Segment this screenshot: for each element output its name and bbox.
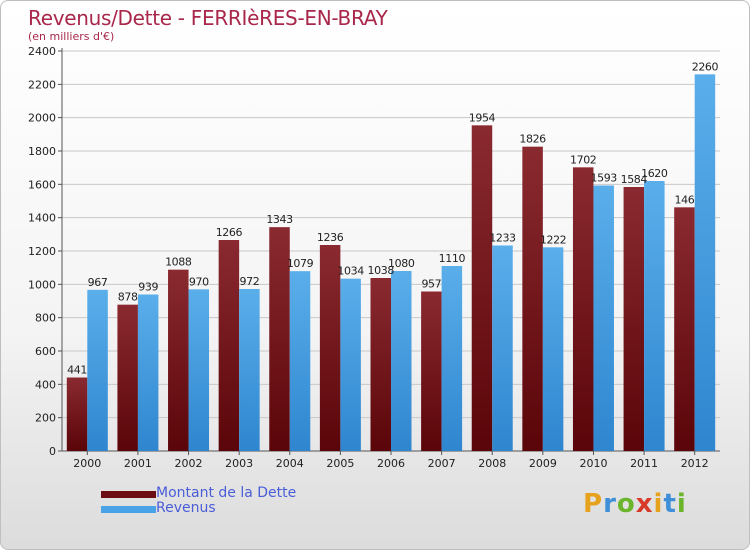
logo-letter: r [603,489,617,519]
bar-debt [471,125,493,451]
y-tick-label: 1200 [28,245,56,258]
bar-revenus [340,278,361,451]
bar-revenus [542,247,564,451]
bar-debt [572,167,594,452]
logo-letter: x [635,489,654,519]
x-tick-label: 2003 [225,457,253,470]
data-label-debt: 878 [118,291,138,304]
data-label-debt: 1584 [621,173,648,186]
logo-letter: i [676,489,687,519]
x-tick-label: 2012 [681,457,709,470]
bar-debt [269,227,290,451]
y-tick-label: 2200 [28,78,56,91]
x-tick-label: 2002 [175,457,203,470]
bar-debt [370,278,391,451]
x-tick-label: 2005 [326,457,354,470]
data-label-debt: 1702 [570,153,596,166]
bar-revenus [239,289,260,451]
legend-label-revenus: Revenus [156,500,216,516]
y-tick-label: 400 [35,378,56,391]
data-label-debt: 1954 [469,111,496,124]
chart-title: Revenus/Dette - FERRIèRES-EN-BRAY [28,6,388,30]
logo-letter: t [663,489,677,519]
data-label-debt: 1236 [317,231,344,244]
bar-debt [623,187,645,451]
x-tick-label: 2000 [73,457,101,470]
bars [66,74,716,452]
y-tick-label: 1600 [28,178,56,191]
bar-debt [218,240,240,451]
bar-debt [522,146,543,451]
bar-revenus [441,266,463,451]
data-label-revenus: 1080 [388,257,415,270]
bar-debt [319,245,341,451]
bar-revenus [492,245,513,451]
bar-debt [674,207,695,451]
y-tick-label: 1800 [28,145,56,158]
proxiti-logo: Proxiti [583,489,687,519]
data-label-revenus: 1593 [591,172,618,185]
x-tick-label: 2004 [276,457,304,470]
x-tick-label: 2008 [478,457,506,470]
legend-swatch-revenus [101,506,156,513]
x-tick-label: 2001 [124,457,152,470]
x-tick-label: 2009 [529,457,557,470]
bar-revenus [137,294,159,451]
data-label-revenus: 970 [189,275,209,288]
bar-revenus [289,271,311,451]
data-label-revenus: 1079 [287,257,314,270]
data-label-revenus: 972 [240,275,260,288]
data-label-debt: 146 [675,193,695,206]
y-tick-label: 800 [35,312,56,325]
x-tick-label: 2011 [630,457,658,470]
bar-debt [421,291,442,451]
bar-revenus [87,289,108,451]
data-label-revenus: 1110 [439,252,466,265]
x-tick-label: 2010 [579,457,607,470]
y-tick-label: 200 [35,412,56,425]
data-label-debt: 957 [421,278,441,291]
x-tick-label: 2006 [377,457,405,470]
logo-letter: o [616,489,636,519]
logo-letter: i [653,489,664,519]
data-label-revenus: 967 [88,276,108,289]
legend-label-debt: Montant de la Dette [156,485,297,501]
bar-debt [117,304,138,451]
y-tick-label: 2400 [28,45,56,58]
y-tick-label: 0 [49,445,56,458]
bar-revenus [694,74,716,451]
data-label-revenus: 2260 [692,60,719,73]
data-label-debt: 441 [67,364,87,377]
bar-debt [66,377,88,451]
data-label-revenus: 1222 [540,233,566,246]
y-tick-label: 1400 [28,212,56,225]
data-label-revenus: 1620 [641,167,668,180]
bar-revenus [391,271,412,451]
bar-debt [168,269,189,451]
chart-subtitle: (en milliers d'€) [28,30,115,43]
data-label-debt: 1826 [519,133,546,146]
y-tick-label: 600 [35,345,56,358]
data-label-debt: 1088 [165,256,192,269]
legend-swatch-debt [101,491,156,498]
bar-revenus [593,185,614,451]
axes: 0 200 400 600 800 1000 1200 1400 1600 1800 2000 220… [28,45,720,470]
y-tick-label: 2000 [28,112,56,125]
data-label-revenus: 939 [138,281,158,294]
data-label-revenus: 1233 [489,232,516,245]
data-label-debt: 1266 [216,226,243,239]
bar-revenus [188,289,210,451]
data-label-debt: 1343 [266,213,293,226]
logo-letter: P [583,489,604,519]
bar-revenus [644,181,665,451]
x-tick-label: 2007 [428,457,456,470]
data-label-debt: 1038 [368,264,395,277]
data-label-revenus: 1034 [337,265,364,278]
y-tick-label: 1000 [28,278,56,291]
